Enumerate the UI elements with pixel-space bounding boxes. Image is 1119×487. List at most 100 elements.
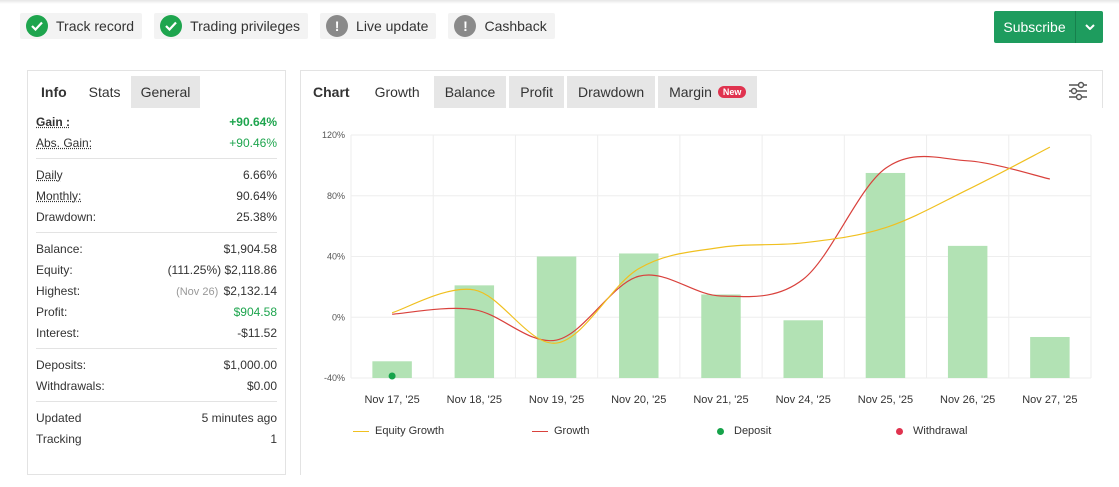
stat-row-highest: Highest: (Nov 26) $2,132.14 xyxy=(36,280,277,301)
badge-label: Trading privileges xyxy=(190,18,301,34)
monthly-label[interactable]: Monthly: xyxy=(36,188,82,203)
equity-value: $2,118.86 xyxy=(224,262,278,277)
badge-label: Live update xyxy=(356,18,429,34)
tab-general[interactable]: General xyxy=(130,76,201,108)
daily-value: 6.66% xyxy=(242,167,277,182)
gain-value: +90.64% xyxy=(229,114,277,129)
legend-deposit[interactable]: Deposit xyxy=(717,421,771,441)
bar xyxy=(947,245,988,378)
legend-swatch xyxy=(896,427,903,435)
tab-drawdown[interactable]: Drawdown xyxy=(566,76,656,108)
badge-label: Track record xyxy=(56,18,135,34)
legend-withdrawal[interactable]: Withdrawal xyxy=(896,421,967,441)
x-tick-label: Nov 17, '25 xyxy=(364,394,419,406)
sliders-icon[interactable] xyxy=(1067,80,1089,102)
x-tick-label: Nov 19, '25 xyxy=(529,394,584,406)
deposits-value: $1,000.00 xyxy=(223,357,277,372)
tab-chart[interactable]: Chart xyxy=(302,76,361,108)
highest-value-group: (Nov 26) $2,132.14 xyxy=(176,284,277,298)
updated-label: Updated xyxy=(36,410,82,425)
legend-label: Deposit xyxy=(734,425,772,437)
exclamation-icon: ! xyxy=(326,15,349,37)
gain-label[interactable]: Gain : xyxy=(36,114,71,129)
profit-label: Profit: xyxy=(36,304,68,319)
exclamation-icon: ! xyxy=(454,15,477,37)
profit-value: $904.58 xyxy=(233,304,277,319)
bar xyxy=(701,294,741,378)
y-tick-label: 40% xyxy=(327,252,345,262)
highest-label: Highest: xyxy=(36,283,81,298)
bar xyxy=(536,256,577,378)
bar xyxy=(783,320,823,378)
subscribe-label[interactable]: Subscribe xyxy=(1003,19,1066,35)
tab-growth[interactable]: Growth xyxy=(363,76,431,108)
chart-tabs: Chart Growth Balance Profit Drawdown Mar… xyxy=(302,76,760,108)
interest-label: Interest: xyxy=(36,325,80,340)
tab-info[interactable]: Info xyxy=(29,76,79,108)
bar xyxy=(619,253,659,378)
legend-swatch xyxy=(717,427,724,435)
tab-balance[interactable]: Balance xyxy=(433,76,507,108)
tab-margin[interactable]: Margin New xyxy=(658,76,758,108)
legend-swatch xyxy=(532,430,548,432)
interest-value: -$11.52 xyxy=(237,325,277,340)
y-tick-label: 120% xyxy=(322,130,345,140)
stat-row-equity: Equity: (111.25%) $2,118.86 xyxy=(36,259,277,280)
stat-row-interest: Interest: -$11.52 xyxy=(36,322,277,343)
y-tick-label: 80% xyxy=(327,191,345,201)
stat-row-gain: Gain : +90.64% xyxy=(36,111,277,132)
withdrawals-label: Withdrawals: xyxy=(36,378,105,393)
balance-value: $1,904.58 xyxy=(223,241,277,256)
stat-row-updated: Updated 5 minutes ago xyxy=(36,407,277,428)
monthly-value: 90.64% xyxy=(236,188,277,203)
stat-row-abs-gain: Abs. Gain: +90.46% xyxy=(36,132,277,153)
drawdown-label: Drawdown: xyxy=(36,209,97,224)
tab-stats[interactable]: Stats xyxy=(78,76,131,108)
x-tick-label: Nov 18, '25 xyxy=(447,394,502,406)
highest-value: $2,132.14 xyxy=(223,283,277,298)
stat-row-withdrawals: Withdrawals: $0.00 xyxy=(36,375,277,396)
chevron-down-icon[interactable] xyxy=(1075,11,1103,43)
legend-label: Growth xyxy=(554,425,590,437)
legend-equity-growth[interactable]: Equity Growth xyxy=(353,421,444,441)
x-tick-label: Nov 21, '25 xyxy=(693,394,748,406)
abs-gain-value: +90.46% xyxy=(229,135,277,150)
divider xyxy=(36,158,277,159)
daily-label[interactable]: Daily xyxy=(36,167,63,182)
stat-row-tracking: Tracking 1 xyxy=(36,428,277,449)
legend-label: Withdrawal xyxy=(913,425,968,437)
y-tick-label: 0% xyxy=(332,312,345,322)
badge-trading-privileges: Trading privileges xyxy=(154,13,309,39)
stat-row-balance: Balance: $1,904.58 xyxy=(36,238,277,259)
tracking-label: Tracking xyxy=(36,431,82,446)
withdrawals-value: $0.00 xyxy=(246,378,277,393)
equity-value-group: (111.25%) $2,118.86 xyxy=(168,263,277,277)
tab-profit[interactable]: Profit xyxy=(509,76,564,108)
deposits-label: Deposits: xyxy=(36,357,87,372)
bar xyxy=(454,285,495,378)
deposit-marker xyxy=(388,372,396,380)
abs-gain-label[interactable]: Abs. Gain: xyxy=(36,135,93,150)
badge-bar: Track record Trading privileges ! Live u… xyxy=(20,13,555,39)
stat-row-profit: Profit: $904.58 xyxy=(36,301,277,322)
chart-legend: Equity Growth Growth Deposit Withdrawal xyxy=(301,421,1104,441)
highest-date: (Nov 26) xyxy=(176,285,219,298)
top-shadow xyxy=(0,0,1119,4)
y-tick-label: -40% xyxy=(324,373,345,383)
divider xyxy=(36,401,277,402)
tab-margin-label: Margin xyxy=(669,84,712,100)
equity-growth-line xyxy=(391,146,1051,344)
growth-chart: -40% 0% 40% 80% 120% Nov 17, '25 Nov 18, '25 No… xyxy=(301,108,1104,476)
legend-swatch xyxy=(353,430,369,432)
chart-panel: -40% 0% 40% 80% 120% Nov 17, '25 Nov 18, '25 No… xyxy=(300,70,1104,476)
subscribe-button[interactable]: Subscribe xyxy=(994,11,1103,43)
stats-tabs: Info Stats General xyxy=(28,71,285,108)
x-tick-label: Nov 25, '25 xyxy=(858,394,913,406)
legend-growth[interactable]: Growth xyxy=(532,421,589,441)
tracking-value: 1 xyxy=(270,431,277,446)
new-badge: New xyxy=(717,86,747,98)
divider xyxy=(36,232,277,233)
bar xyxy=(865,172,906,378)
equity-label: Equity: xyxy=(36,262,73,277)
stat-row-deposits: Deposits: $1,000.00 xyxy=(36,354,277,375)
